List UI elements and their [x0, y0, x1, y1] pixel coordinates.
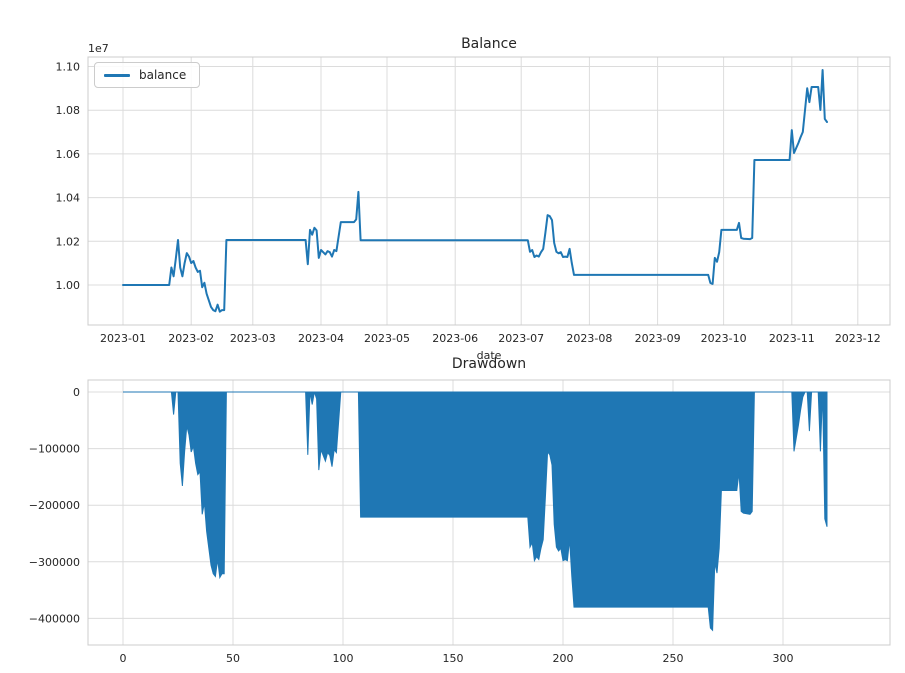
legend: balance [94, 62, 201, 88]
y-tick-label: 1.10 [56, 61, 81, 74]
legend-label: balance [139, 68, 187, 82]
x-tick-label: 2023-01 [100, 332, 146, 345]
x-tick-label: 2023-06 [432, 332, 478, 345]
x-tick-label: 2023-10 [701, 332, 747, 345]
y-tick-label: −200000 [29, 499, 80, 512]
y-tick-label: 1.08 [56, 104, 81, 117]
balance-chart-title: Balance [461, 36, 517, 52]
x-tick-label: 250 [663, 652, 684, 665]
x-tick-label: 2023-11 [769, 332, 815, 345]
y-tick-label: −300000 [29, 556, 80, 569]
y-tick-label: 0 [73, 386, 80, 399]
y-tick-label: −100000 [29, 443, 80, 456]
y-tick-label: 1.00 [56, 279, 81, 292]
x-tick-label: 2023-12 [835, 332, 881, 345]
x-tick-label: 100 [333, 652, 354, 665]
x-tick-label: 2023-09 [635, 332, 681, 345]
x-tick-label: 50 [226, 652, 240, 665]
x-tick-label: 300 [773, 652, 794, 665]
y-tick-label: 1.04 [56, 192, 81, 205]
x-tick-label: 2023-02 [168, 332, 214, 345]
x-tick-label: 2023-04 [298, 332, 344, 345]
x-tick-label: 2023-08 [566, 332, 612, 345]
y-axis-offset-label: 1e7 [88, 42, 109, 55]
y-tick-label: −400000 [29, 612, 80, 625]
axes-spine-box [87, 56, 891, 326]
axes-spine-box [87, 379, 891, 646]
x-tick-label: 0 [120, 652, 127, 665]
drawdown-area [123, 391, 828, 632]
x-tick-label: 150 [443, 652, 464, 665]
x-tick-label: 2023-05 [364, 332, 410, 345]
x-tick-label: 200 [553, 652, 574, 665]
balance-line [122, 69, 828, 313]
legend-line-sample [104, 73, 130, 77]
y-tick-label: 1.06 [56, 148, 81, 161]
drawdown-chart-title: Drawdown [451, 356, 527, 372]
x-tick-label: 2023-03 [230, 332, 276, 345]
x-tick-label: 2023-07 [498, 332, 544, 345]
x-axis-label-date: date [476, 349, 502, 362]
y-tick-label: 1.02 [56, 235, 81, 248]
